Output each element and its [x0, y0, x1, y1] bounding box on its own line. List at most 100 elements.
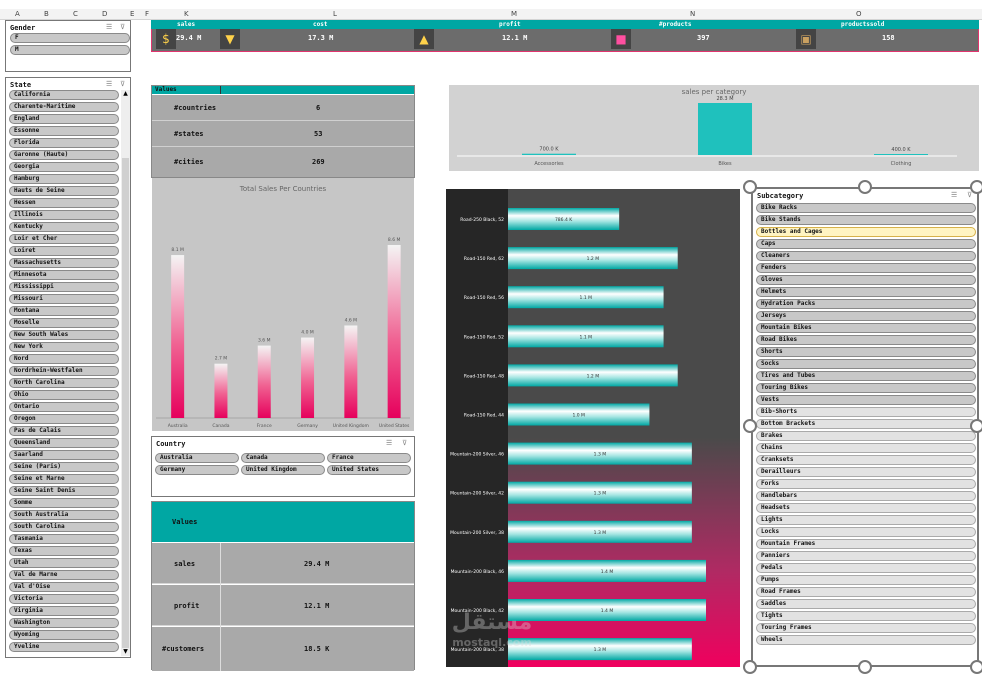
- slicer-item[interactable]: Panniers: [756, 551, 976, 561]
- resize-handle[interactable]: [970, 419, 982, 433]
- resize-handle[interactable]: [743, 660, 757, 674]
- slicer-item[interactable]: Somme: [9, 498, 119, 508]
- slicer-item[interactable]: Bottles and Cages: [756, 227, 976, 237]
- slicer-item[interactable]: Washington: [9, 618, 119, 628]
- slicer-item[interactable]: Kentucky: [9, 222, 119, 232]
- column-header[interactable]: L: [333, 10, 337, 18]
- slicer-item[interactable]: Gloves: [756, 275, 976, 285]
- slicer-item[interactable]: New York: [9, 342, 119, 352]
- slicer-item[interactable]: Mountain Bikes: [756, 323, 976, 333]
- slicer-item[interactable]: Handlebars: [756, 491, 976, 501]
- slicer-item[interactable]: Germany: [155, 465, 239, 475]
- slicer-item[interactable]: Hydration Packs: [756, 299, 976, 309]
- slicer-item[interactable]: Ohio: [9, 390, 119, 400]
- slicer-item[interactable]: Seine et Marne: [9, 474, 119, 484]
- multiselect-icon[interactable]: ☰: [106, 80, 113, 88]
- slicer-item[interactable]: Val d'Oise: [9, 582, 119, 592]
- slicer-item[interactable]: Illinois: [9, 210, 119, 220]
- column-header[interactable]: C: [73, 10, 78, 18]
- slicer-item[interactable]: Wyoming: [9, 630, 119, 640]
- clear-filter-icon[interactable]: ⊽: [967, 191, 973, 199]
- column-header[interactable]: K: [184, 10, 189, 18]
- resize-handle[interactable]: [858, 660, 872, 674]
- slicer-item[interactable]: Texas: [9, 546, 119, 556]
- slicer-item[interactable]: Nordrhein-Westfalen: [9, 366, 119, 376]
- slicer-item[interactable]: Seine Saint Denis: [9, 486, 119, 496]
- slicer-item[interactable]: Hauts de Seine: [9, 186, 119, 196]
- slicer-item[interactable]: Bike Racks: [756, 203, 976, 213]
- slicer-item[interactable]: Touring Bikes: [756, 383, 976, 393]
- slicer-item[interactable]: Vests: [756, 395, 976, 405]
- slicer-item[interactable]: Georgia: [9, 162, 119, 172]
- slicer-item[interactable]: Pumps: [756, 575, 976, 585]
- slicer-item[interactable]: Yveline: [9, 642, 119, 652]
- slicer-item[interactable]: Locks: [756, 527, 976, 537]
- slicer-item[interactable]: Hamburg: [9, 174, 119, 184]
- slicer-item[interactable]: Oregon: [9, 414, 119, 424]
- slicer-item[interactable]: Lights: [756, 515, 976, 525]
- slicer-item[interactable]: Queensland: [9, 438, 119, 448]
- resize-handle[interactable]: [970, 660, 982, 674]
- column-header[interactable]: B: [44, 10, 49, 18]
- slicer-item[interactable]: North Carolina: [9, 378, 119, 388]
- slicer-item[interactable]: Saarland: [9, 450, 119, 460]
- slicer-item[interactable]: South Australia: [9, 510, 119, 520]
- slicer-item[interactable]: Australia: [155, 453, 239, 463]
- slicer-item[interactable]: Headsets: [756, 503, 976, 513]
- slicer-item[interactable]: Charente-Maritime: [9, 102, 119, 112]
- slicer-item[interactable]: United Kingdom: [241, 465, 325, 475]
- scroll-down-icon[interactable]: ▼: [123, 648, 128, 655]
- slicer-item[interactable]: Missouri: [9, 294, 119, 304]
- scrollbar-thumb[interactable]: [122, 158, 129, 648]
- column-header[interactable]: M: [511, 10, 518, 18]
- column-header[interactable]: A: [15, 10, 20, 18]
- slicer-item[interactable]: Mississippi: [9, 282, 119, 292]
- slicer-item[interactable]: Virginia: [9, 606, 119, 616]
- multiselect-icon[interactable]: ☰: [106, 23, 113, 31]
- slicer-item[interactable]: England: [9, 114, 119, 124]
- column-header[interactable]: D: [102, 10, 108, 18]
- slicer-item[interactable]: New South Wales: [9, 330, 119, 340]
- slicer-item[interactable]: Bike Stands: [756, 215, 976, 225]
- slicer-item[interactable]: Val de Marne: [9, 570, 119, 580]
- slicer-item[interactable]: Brakes: [756, 431, 976, 441]
- slicer-item[interactable]: Tights: [756, 611, 976, 621]
- slicer-item[interactable]: Loiret: [9, 246, 119, 256]
- slicer-item[interactable]: Cleaners: [756, 251, 976, 261]
- clear-filter-icon[interactable]: ⊽: [402, 439, 408, 447]
- slicer-item[interactable]: Road Frames: [756, 587, 976, 597]
- clear-filter-icon[interactable]: ⊽: [120, 80, 126, 88]
- slicer-item[interactable]: Canada: [241, 453, 325, 463]
- column-header[interactable]: F: [145, 10, 150, 18]
- resize-handle[interactable]: [743, 180, 757, 194]
- slicer-item[interactable]: Road Bikes: [756, 335, 976, 345]
- slicer-item[interactable]: Utah: [9, 558, 119, 568]
- slicer-item[interactable]: Loir et Cher: [9, 234, 119, 244]
- slicer-item[interactable]: Pas de Calais: [9, 426, 119, 436]
- slicer-item[interactable]: Florida: [9, 138, 119, 148]
- slicer-item[interactable]: South Carolina: [9, 522, 119, 532]
- slicer-item[interactable]: Minnesota: [9, 270, 119, 280]
- slicer-item[interactable]: Hessen: [9, 198, 119, 208]
- resize-handle[interactable]: [970, 180, 982, 194]
- slicer-item[interactable]: United States: [327, 465, 411, 475]
- slicer-item[interactable]: M: [10, 45, 130, 55]
- multiselect-icon[interactable]: ☰: [386, 439, 393, 447]
- slicer-item[interactable]: Victoria: [9, 594, 119, 604]
- scroll-up-icon[interactable]: ▲: [123, 90, 128, 97]
- slicer-item[interactable]: Massachusetts: [9, 258, 119, 268]
- multiselect-icon[interactable]: ☰: [951, 191, 958, 199]
- slicer-item[interactable]: California: [9, 90, 119, 100]
- slicer-item[interactable]: Socks: [756, 359, 976, 369]
- slicer-item[interactable]: Saddles: [756, 599, 976, 609]
- column-header[interactable]: E: [130, 10, 135, 18]
- slicer-item[interactable]: Bib-Shorts: [756, 407, 976, 417]
- slicer-item[interactable]: Nord: [9, 354, 119, 364]
- slicer-item[interactable]: Seine (Paris): [9, 462, 119, 472]
- slicer-item[interactable]: F: [10, 33, 130, 43]
- scrollbar[interactable]: ▲ ▼: [121, 90, 130, 656]
- slicer-item[interactable]: Moselle: [9, 318, 119, 328]
- slicer-item[interactable]: Derailleurs: [756, 467, 976, 477]
- slicer-item[interactable]: Pedals: [756, 563, 976, 573]
- slicer-item[interactable]: Ontario: [9, 402, 119, 412]
